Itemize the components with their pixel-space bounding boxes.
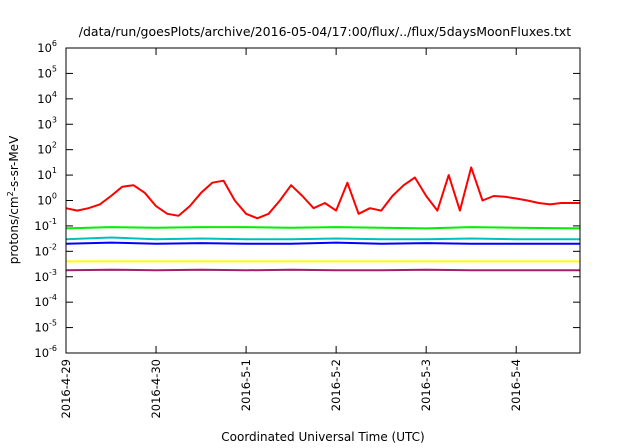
y-tick-label: 10-2 — [34, 242, 57, 258]
y-tick-label: 10-1 — [34, 217, 57, 233]
y-axis-label-main: protons/cm — [7, 196, 21, 264]
y-tick-label: 10-6 — [34, 344, 57, 360]
y-tick-exponent: 5 — [52, 64, 57, 73]
y-tick-base: 10 — [37, 66, 52, 80]
y-tick-label: 105 — [37, 64, 57, 80]
y-tick-exponent: -6 — [49, 344, 57, 353]
y-tick-base: 10 — [34, 321, 49, 335]
y-tick-label: 101 — [37, 166, 57, 182]
y-tick-exponent: 4 — [52, 90, 57, 99]
y-tick-label: 10-4 — [34, 293, 57, 309]
series-line — [65, 268, 580, 272]
y-axis-label: protons/cm2-s-sr-MeV — [6, 135, 21, 264]
series-line — [65, 236, 580, 241]
y-tick-base: 10 — [37, 117, 52, 131]
y-tick-label: 103 — [37, 115, 57, 131]
y-axis-label-superscript: 2 — [6, 191, 15, 196]
y-ticks-layer: 10-610-510-410-310-210-11001011021031041… — [34, 39, 580, 360]
y-tick-exponent: -2 — [49, 242, 57, 251]
y-tick-label: 106 — [37, 39, 57, 55]
x-tick-label: 2016-4-29 — [59, 359, 73, 419]
y-axis-label-units: -s-sr-MeV — [7, 135, 21, 191]
y-tick-label: 104 — [37, 90, 57, 106]
y-tick-label: 10-3 — [34, 268, 57, 284]
y-tick-base: 10 — [37, 92, 52, 106]
y-tick-base: 10 — [34, 295, 49, 309]
y-tick-exponent: 0 — [52, 192, 57, 201]
y-tick-base: 10 — [37, 143, 52, 157]
y-tick-exponent: -5 — [49, 319, 57, 328]
x-tick-label: 2016-4-30 — [149, 359, 163, 419]
y-tick-base: 10 — [34, 346, 49, 360]
series-line — [65, 241, 580, 245]
series-line — [65, 166, 580, 220]
y-tick-label: 102 — [37, 141, 57, 157]
series-layer — [65, 166, 581, 272]
y-tick-exponent: -1 — [49, 217, 57, 226]
x-tick-label: 2016-5-2 — [329, 359, 343, 411]
y-tick-label: 100 — [37, 192, 57, 208]
y-tick-exponent: -3 — [49, 268, 57, 277]
y-tick-base: 10 — [34, 244, 49, 258]
y-tick-exponent: 3 — [52, 115, 57, 124]
chart-title: /data/run/goesPlots/archive/2016-05-04/1… — [79, 24, 572, 39]
y-tick-label: 10-5 — [34, 319, 57, 335]
x-tick-label: 2016-5-3 — [419, 359, 433, 411]
y-tick-base: 10 — [34, 219, 49, 233]
x-tick-label: 2016-5-4 — [509, 359, 523, 411]
y-tick-base: 10 — [37, 194, 52, 208]
y-tick-exponent: 6 — [52, 39, 57, 48]
y-tick-exponent: 2 — [52, 141, 57, 150]
y-tick-base: 10 — [37, 41, 52, 55]
x-tick-label: 2016-5-1 — [239, 359, 253, 411]
x-axis-label: Coordinated Universal Time (UTC) — [221, 430, 424, 444]
y-tick-base: 10 — [34, 270, 49, 284]
series-line — [65, 226, 581, 230]
y-tick-base: 10 — [37, 168, 52, 182]
y-tick-exponent: 1 — [52, 166, 57, 175]
x-ticks-layer: 2016-4-29 2016-4-30 2016-5-1 2016-5-2 2016-5… — [59, 48, 523, 419]
y-tick-exponent: -4 — [49, 293, 57, 302]
